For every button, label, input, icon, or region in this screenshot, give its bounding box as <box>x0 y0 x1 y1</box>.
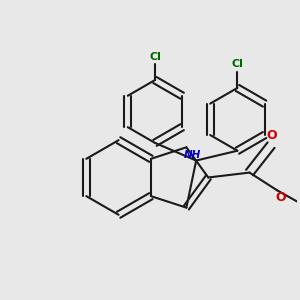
Text: Cl: Cl <box>149 52 161 61</box>
Text: NH: NH <box>184 150 201 160</box>
Text: O: O <box>267 129 278 142</box>
Text: Cl: Cl <box>232 59 243 69</box>
Text: O: O <box>276 190 286 204</box>
